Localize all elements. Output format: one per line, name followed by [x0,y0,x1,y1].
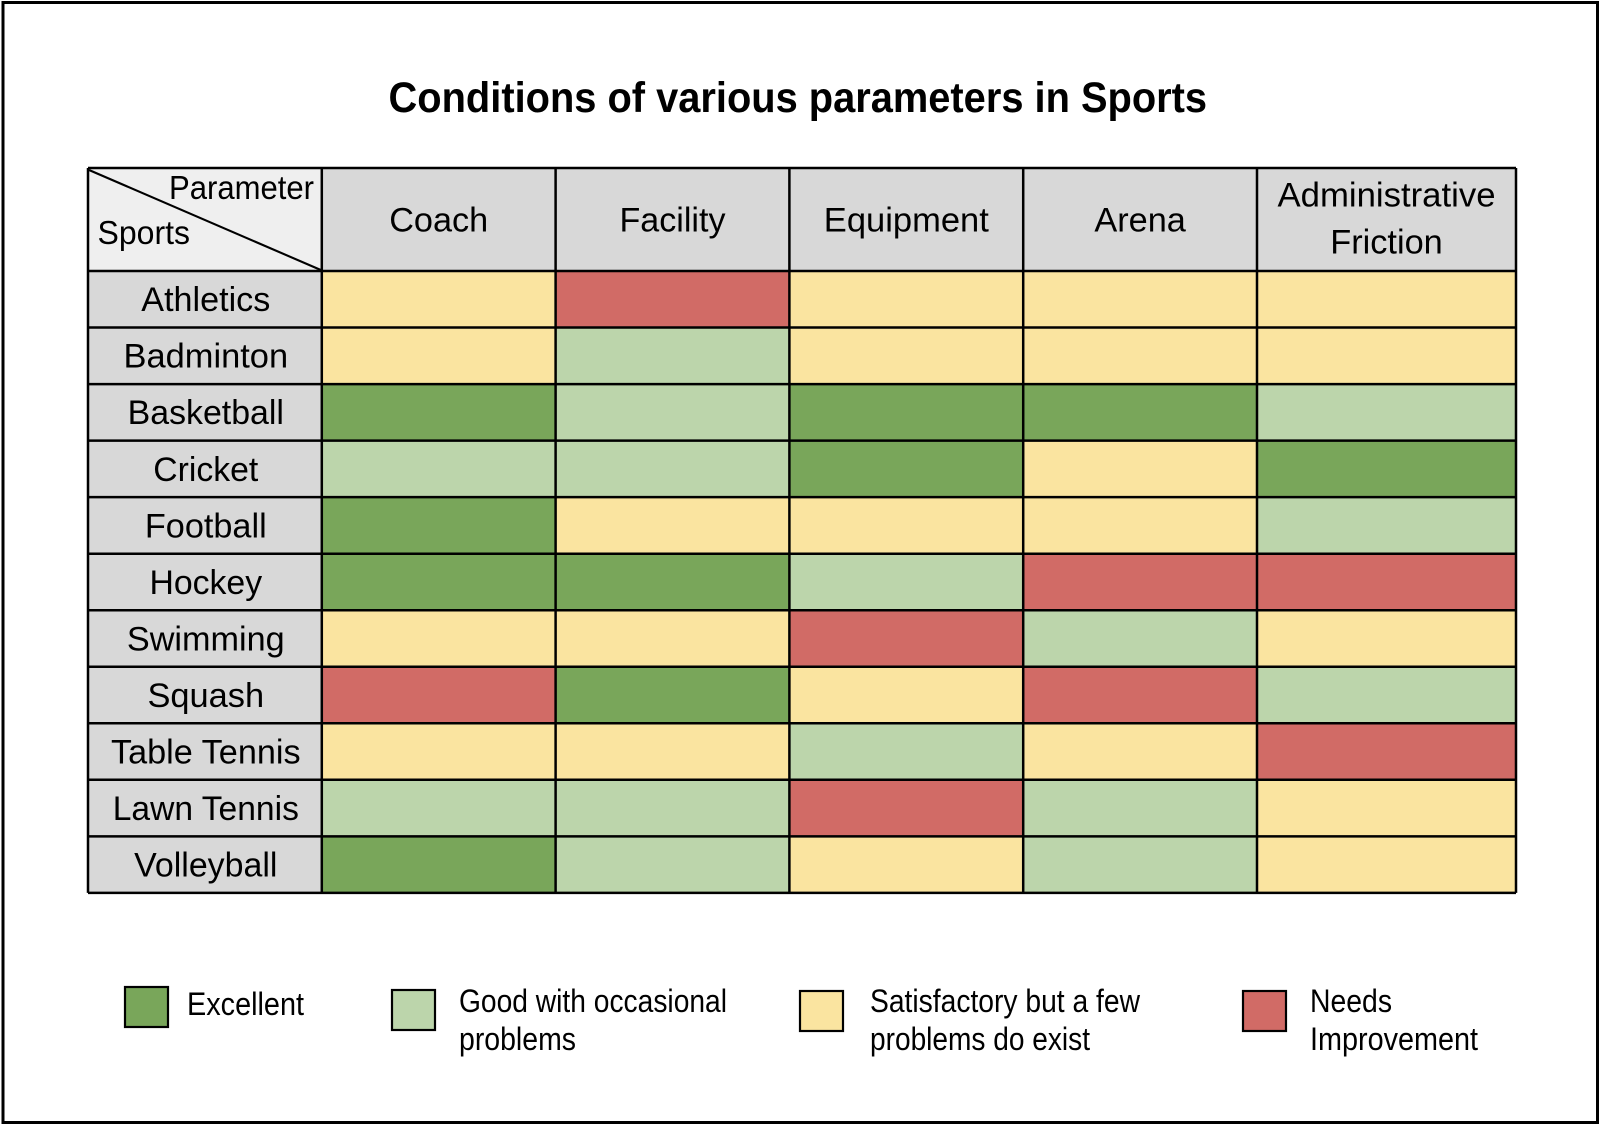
svg-text:Table Tennis: Table Tennis [111,734,301,772]
svg-text:Volleyball: Volleyball [134,847,277,885]
svg-text:Improvement: Improvement [1310,1021,1478,1057]
svg-text:Squash: Squash [147,677,264,715]
svg-text:Facility: Facility [620,201,727,239]
svg-text:Friction: Friction [1330,223,1443,261]
svg-text:Hockey: Hockey [149,564,262,602]
svg-text:Administrative: Administrative [1278,176,1496,214]
svg-text:Sports: Sports [98,214,191,251]
svg-text:Lawn Tennis: Lawn Tennis [113,790,299,828]
svg-text:Athletics: Athletics [141,281,270,319]
svg-text:Arena: Arena [1094,201,1186,239]
svg-text:Good with occasional: Good with occasional [459,983,727,1019]
svg-text:Equipment: Equipment [824,201,989,239]
svg-text:problems do exist: problems do exist [870,1021,1090,1057]
svg-text:Cricket: Cricket [153,451,258,489]
svg-text:problems: problems [459,1021,576,1057]
svg-text:Swimming: Swimming [127,620,285,658]
svg-text:Needs: Needs [1310,983,1392,1019]
svg-text:Football: Football [145,507,267,545]
svg-text:Badminton: Badminton [124,338,289,376]
svg-text:Basketball: Basketball [128,394,284,432]
svg-text:Coach: Coach [389,201,488,239]
svg-text:Excellent: Excellent [187,986,304,1022]
svg-text:Parameter: Parameter [169,169,314,206]
svg-text:Satisfactory but a few: Satisfactory but a few [870,983,1141,1019]
svg-text:Conditions of various paramete: Conditions of various parameters in Spor… [389,74,1208,122]
